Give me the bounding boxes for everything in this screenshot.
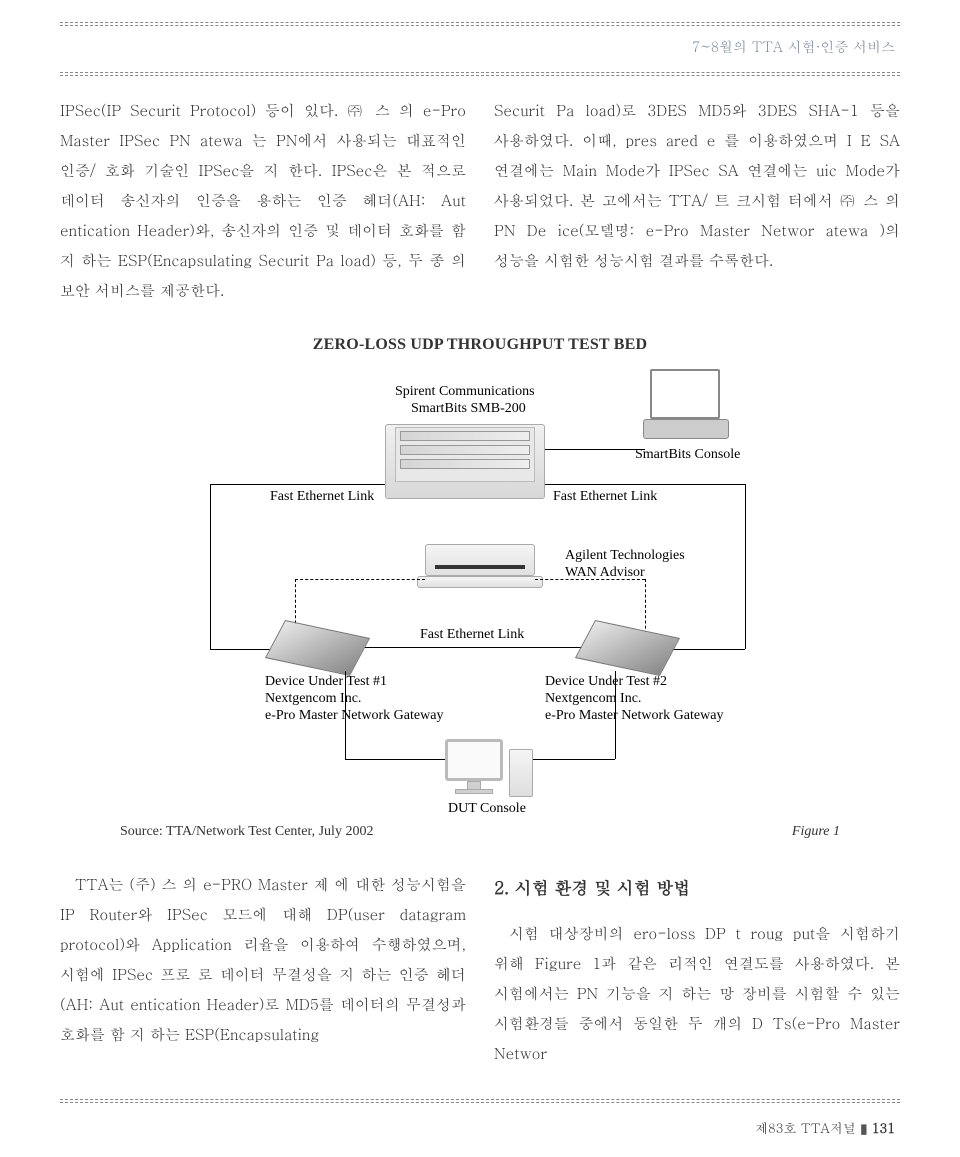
dut1-label-3: e-Pro Master Network Gateway <box>265 708 443 724</box>
fel-right-label: Fast Ethernet Link <box>553 489 657 505</box>
figure-number: Figure 1 <box>792 824 840 840</box>
console-label: SmartBits Console <box>635 447 740 463</box>
bottom-rule-2 <box>60 1102 900 1103</box>
dut1-label-2: Nextgencom Inc. <box>265 691 361 707</box>
dut-console-label: DUT Console <box>448 801 526 817</box>
testbed-diagram: Spirent Communications SmartBits SMB-200… <box>115 369 845 819</box>
dut2-label-2: Nextgencom Inc. <box>545 691 641 707</box>
rack-unit-2 <box>400 445 530 455</box>
line-dut2-to-console <box>615 671 616 759</box>
footer-page: 131 <box>872 1118 895 1137</box>
line-dut1-to-console-h <box>345 759 445 760</box>
spirent-label-2: SmartBits SMB-200 <box>411 401 526 417</box>
dut1-label-1: Device Under Test #1 <box>265 674 387 690</box>
diagram-title-text: ZERO-LOSS UDP THROUGHPUT TEST BED <box>313 336 647 353</box>
rack-unit-3 <box>400 459 530 469</box>
fel-left-label: Fast Ethernet Link <box>270 489 374 505</box>
dut2-box <box>575 620 680 676</box>
line-right-b <box>670 649 745 650</box>
body1-left-text: IPSec(IP Securit Protocol) 등이 있다. ㈜ 스 의 … <box>60 100 466 301</box>
line-mid <box>365 647 583 648</box>
footer-issue: 제83호 TTA저널 <box>755 1118 856 1137</box>
body1-right-text: Securit Pa load)로 3DES MD5와 3DES SHA-1 등… <box>494 100 900 271</box>
footer-separator: ▮ <box>860 1118 871 1137</box>
top-rule-3 <box>60 72 900 73</box>
body2-right-text: 시험 대상장비의 ero-loss DP t roug put을 시험하기 위해… <box>494 919 900 1069</box>
line-dut1-to-console <box>345 671 346 759</box>
line-dut2-to-console-h <box>533 759 615 760</box>
dut-monitor-base <box>455 789 493 794</box>
body2-left-text: TTA는 (주) 스 의 e-PRO Master 제 에 대한 성능시험을 I… <box>60 874 466 1045</box>
wan-dash-left <box>295 579 425 580</box>
body2-right: 2. 시험 환경 및 시험 방법 시험 대상장비의 ero-loss DP t … <box>494 870 900 1069</box>
fel-mid-label: Fast Ethernet Link <box>420 627 524 643</box>
wan-dash-right <box>535 579 645 580</box>
dut1-box <box>265 620 370 676</box>
line-left-v <box>210 484 211 649</box>
top-rule-4 <box>60 75 900 76</box>
figure-source-line: Source: TTA/Network Test Center, July 20… <box>120 824 840 840</box>
line-chassis-laptop <box>545 449 645 450</box>
line-right-v <box>745 484 746 649</box>
dut2-label-3: e-Pro Master Network Gateway <box>545 708 723 724</box>
body-columns-2: TTA는 (주) 스 의 e-PRO Master 제 에 대한 성능시험을 I… <box>60 870 900 1069</box>
section-heading: 2. 시험 환경 및 시험 방법 <box>494 870 900 904</box>
page-footer: 제83호 TTA저널 ▮ 131 <box>60 1118 900 1137</box>
dut-monitor <box>445 739 503 781</box>
line-left-h <box>210 484 385 485</box>
dut2-label-1: Device Under Test #2 <box>545 674 667 690</box>
diagram-title: ZERO-LOSS UDP THROUGHPUT TEST BED <box>60 336 900 354</box>
body1-left: IPSec(IP Securit Protocol) 등이 있다. ㈜ 스 의 … <box>60 96 466 306</box>
body2-left: TTA는 (주) 스 의 e-PRO Master 제 에 대한 성능시험을 I… <box>60 870 466 1069</box>
wan-base <box>417 576 543 588</box>
bottom-rule-1 <box>60 1099 900 1100</box>
header-title: 7~8월의 TTA 시험·인증 서비스 <box>692 36 900 56</box>
top-rule-2 <box>60 25 900 26</box>
header-bar: 7~8월의 TTA 시험·인증 서비스 <box>60 34 900 57</box>
wan-slot <box>435 565 525 569</box>
dut-pc <box>509 749 533 797</box>
top-rule-1 <box>60 22 900 23</box>
rack-unit-1 <box>400 431 530 441</box>
wan-advisor <box>425 544 535 576</box>
body1-right: Securit Pa load)로 3DES MD5와 3DES SHA-1 등… <box>494 96 900 306</box>
figure-source: Source: TTA/Network Test Center, July 20… <box>120 824 373 840</box>
laptop-screen <box>650 369 720 419</box>
laptop-base <box>643 419 729 439</box>
body-columns-1: IPSec(IP Securit Protocol) 등이 있다. ㈜ 스 의 … <box>60 96 900 306</box>
spirent-label-1: Spirent Communications <box>395 384 535 400</box>
line-right-h <box>545 484 745 485</box>
wan-label-1: Agilent Technologies <box>565 548 685 564</box>
